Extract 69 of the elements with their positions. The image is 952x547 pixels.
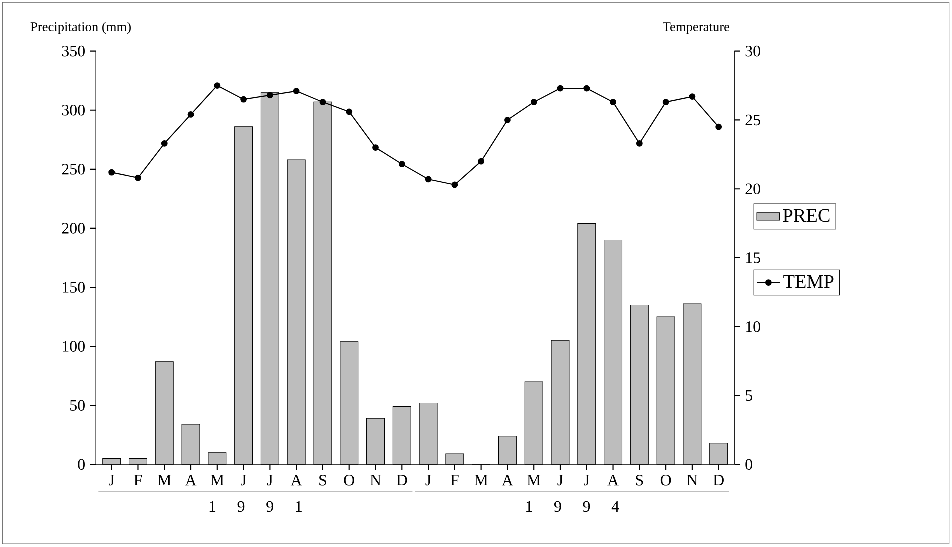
y-tick-label: 150 (63, 282, 85, 294)
legend-label: PREC (783, 209, 830, 222)
x-tick-label: J (241, 475, 247, 486)
x-tick-label: J (426, 475, 432, 486)
x-tick-label: O (344, 475, 354, 486)
legend-label: TEMP (784, 276, 834, 288)
x-tick-label: A (290, 475, 302, 486)
x-tick-label: F (450, 475, 459, 486)
y2-tick-label: 20 (746, 184, 760, 195)
y2-tick-label: 30 (746, 46, 760, 57)
x-tick-label: N (687, 475, 698, 486)
y2-tick-label: 0 (746, 459, 752, 470)
x-tick-label: A (502, 475, 514, 486)
x-tick-label: S (636, 475, 644, 486)
y2-tick-label: 5 (746, 390, 752, 402)
x-tick-label: J (558, 475, 564, 486)
y2-tick-label: 10 (746, 322, 760, 332)
x-tick-label: J (109, 475, 115, 486)
y-tick-label: 0 (78, 459, 85, 470)
point (398, 161, 406, 168)
x-tick-label: S (320, 475, 326, 486)
point (108, 170, 116, 176)
x-tick-label: A (185, 475, 197, 486)
point (161, 140, 168, 148)
x-tick-label: M (210, 475, 224, 486)
x-tick-label: A (608, 475, 619, 486)
point (372, 144, 379, 152)
x-tick-label: M (474, 475, 488, 486)
point (346, 108, 353, 116)
point (214, 82, 221, 90)
x-tick-label: M (527, 475, 541, 486)
point (293, 88, 300, 95)
x-tick-label: N (370, 475, 382, 486)
y2-axis-title: Temperature (663, 22, 730, 34)
point (530, 99, 538, 106)
y2-tick-label: 15 (746, 252, 760, 264)
y-tick-label: 300 (62, 105, 85, 116)
point (478, 158, 485, 165)
y-tick-label: 350 (62, 46, 85, 57)
x-tick-label: M (158, 475, 172, 486)
point (504, 117, 511, 124)
point (320, 99, 326, 106)
point (636, 140, 643, 148)
point (689, 94, 696, 100)
y-tick-label: 100 (63, 341, 85, 352)
point (266, 92, 274, 99)
point (557, 86, 564, 92)
text: 1 9 9 4 (526, 502, 620, 512)
x-tick-label: J (267, 475, 273, 486)
point (188, 112, 194, 118)
point (240, 96, 248, 103)
point (425, 176, 432, 183)
x-tick-label: J (584, 475, 590, 486)
x-tick-label: O (660, 475, 672, 486)
point (135, 175, 142, 182)
point (584, 86, 590, 92)
y-axis-title: Precipitation (mm) (30, 22, 131, 34)
point (662, 99, 670, 106)
y-tick-label: 250 (62, 164, 85, 175)
x-tick-label: D (714, 475, 724, 486)
point (452, 182, 458, 188)
point (610, 99, 616, 106)
text: 1 9 9 1 (210, 502, 302, 512)
y-tick-label: 200 (62, 223, 85, 234)
y-tick-label: 50 (70, 400, 85, 412)
x-tick-label: D (396, 475, 408, 486)
x-tick-label: F (134, 475, 142, 486)
y2-tick-label: 25 (746, 115, 760, 126)
point (716, 124, 722, 130)
